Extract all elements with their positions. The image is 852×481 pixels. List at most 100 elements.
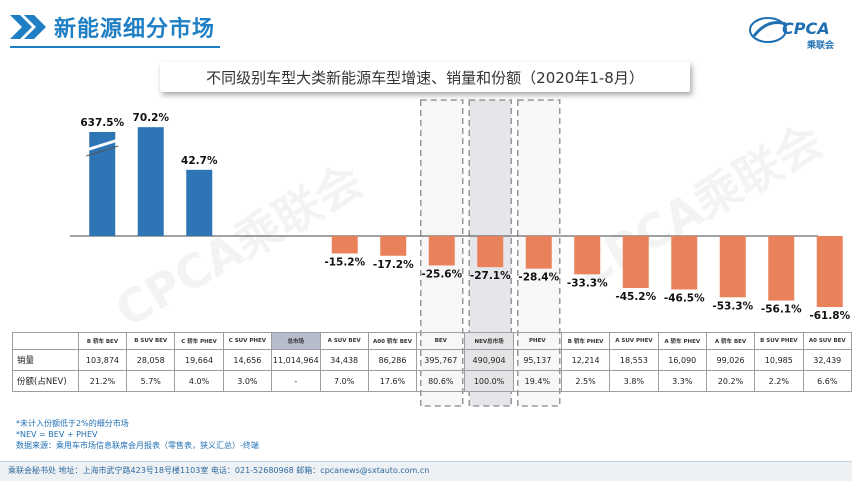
table-header-cell: A0 SUV BEV xyxy=(802,332,852,350)
bar-14 xyxy=(768,236,795,301)
table-header-cell: C SUV PHEV xyxy=(222,332,273,350)
table-cell: 80.6% xyxy=(416,370,466,392)
table-header-cell: B 轿车 BEV xyxy=(77,332,128,350)
table-cell: 11,014,964 xyxy=(271,349,321,371)
table-header-cell: B SUV PHEV xyxy=(754,332,804,350)
bar-9 xyxy=(525,236,552,269)
table-cell: 3.8% xyxy=(609,370,659,392)
bar-1 xyxy=(137,127,164,236)
bar-0 xyxy=(89,132,116,236)
table-header-cell: PHEV xyxy=(512,332,562,350)
bar-label-2: 42.7% xyxy=(181,155,218,167)
table-cell: 34,438 xyxy=(319,349,369,371)
table-row-label: 份额(占NEV) xyxy=(12,370,79,392)
bar-10 xyxy=(574,236,601,275)
table-header-cell: 总市场 xyxy=(271,332,321,350)
bar-11 xyxy=(622,236,649,288)
table-header-cell: BEV xyxy=(416,332,466,350)
bar-label-14: -56.1% xyxy=(761,304,802,316)
bar-label-0: 637.5% xyxy=(80,117,124,129)
table-row: 份额(占NEV) 21.2% 5.7% 4.0% 3.0% -7.0% 17.6% 80.6%… xyxy=(12,370,852,392)
table-cell: 18,553 xyxy=(609,349,659,371)
table-cell: 99,026 xyxy=(705,349,756,371)
table-cell: 28,058 xyxy=(126,349,176,371)
bar-label-12: -46.5% xyxy=(664,292,705,304)
table-cell: 19.4% xyxy=(512,370,562,392)
table-cell: 2.5% xyxy=(560,370,611,392)
table-cell: 5.7% xyxy=(126,370,176,392)
bar-label-6: -17.2% xyxy=(373,259,414,271)
table-header-cell: A SUV BEV xyxy=(319,332,369,350)
bar-2 xyxy=(186,169,213,236)
table-row-label: 销量 xyxy=(12,349,79,371)
double-chevron-icon xyxy=(10,15,46,39)
footnote: *NEV = BEV + PHEV xyxy=(16,430,98,439)
bar-label-8: -27.1% xyxy=(470,270,511,282)
table-cell: 490,904 xyxy=(464,349,514,371)
table-header-row: B 轿车 BEV B SUV BEV C 轿车 PHEV C SUV PHEV 总市场 A… xyxy=(12,332,852,350)
bar-label-10: -33.3% xyxy=(567,277,608,289)
cpca-logo: CPCA xyxy=(749,17,830,43)
table-cell: 3.0% xyxy=(222,370,273,392)
bar-8 xyxy=(477,236,504,268)
table-cell: 4.0% xyxy=(174,370,224,392)
axis-break-mark xyxy=(85,138,119,152)
bar-label-13: -53.3% xyxy=(712,300,753,312)
data-table: B 轿车 BEV B SUV BEV C 轿车 PHEV C SUV PHEV 总市场 A… xyxy=(12,332,852,392)
chart-subtitle: 不同级别车型大类新能源车型增速、销量和份额（2020年1-8月） xyxy=(206,68,644,87)
bar-12 xyxy=(671,236,698,290)
bar-6 xyxy=(380,236,407,256)
table-header-cell: A 轿车 PHEV xyxy=(657,332,707,350)
bar-13 xyxy=(719,236,746,298)
page-title: 新能源细分市场 xyxy=(54,17,216,42)
bar-label-9: -28.4% xyxy=(518,272,559,284)
bar-label-15: -61.8% xyxy=(809,310,850,322)
bar-label-11: -45.2% xyxy=(615,291,656,303)
footer-bar xyxy=(0,461,852,481)
table-cell: 395,767 xyxy=(416,349,466,371)
table-cell: 32,439 xyxy=(802,349,852,371)
table-cell: 100.0% xyxy=(464,370,514,392)
header: 新能源细分市场 xyxy=(8,10,215,44)
table-cell: 95,137 xyxy=(512,349,562,371)
logo-cn: 乘联会 xyxy=(806,41,834,51)
table-cell: 7.0% xyxy=(319,370,369,392)
table-cell: 6.6% xyxy=(802,370,852,392)
footnote: *未计入份额低于2%的细分市场 xyxy=(16,419,129,428)
table-header-cell: C 轿车 PHEV xyxy=(174,332,224,350)
bar-5 xyxy=(331,236,358,254)
table-header-cell: A SUV PHEV xyxy=(609,332,659,350)
axis-break-mark xyxy=(86,145,119,157)
table-cell: 21.2% xyxy=(77,370,128,392)
table-cell: 103,874 xyxy=(77,349,128,371)
title-underline xyxy=(10,46,220,48)
table-cell: 2.2% xyxy=(754,370,804,392)
bar-15 xyxy=(816,236,843,308)
table-cell: 10,985 xyxy=(754,349,804,371)
table-cell: 19,664 xyxy=(174,349,224,371)
bar-label-7: -25.6% xyxy=(421,268,462,280)
table-header-cell: NEV总市场 xyxy=(464,332,514,350)
bar-label-1: 70.2% xyxy=(133,112,170,124)
table-cell: 16,090 xyxy=(657,349,707,371)
table-header-cell: B SUV BEV xyxy=(126,332,176,350)
footnote: 数据来源：乘用车市场信息联席会月报表（零售表，狭义汇总）-终端 xyxy=(16,441,259,450)
footnotes: *未计入份额低于2%的细分市场 *NEV = BEV + PHEV 数据来源：乘… xyxy=(16,418,259,451)
logo-text: CPCA xyxy=(782,19,830,38)
table-corner xyxy=(12,332,79,350)
table-header-cell: A00 轿车 BEV xyxy=(367,332,418,350)
table-cell: 86,286 xyxy=(367,349,418,371)
subtitle-box: 不同级别车型大类新能源车型增速、销量和份额（2020年1-8月） xyxy=(160,62,690,92)
bar-label-5: -15.2% xyxy=(324,256,365,268)
bar-7 xyxy=(428,236,455,266)
table-cell: 12,214 xyxy=(560,349,611,371)
table-row: 销量 103,874 28,058 19,664 14,656 11,014,964 34,… xyxy=(12,349,852,371)
table-cell: 14,656 xyxy=(222,349,273,371)
footer-text: 乘联会秘书处 地址：上海市武宁路423号18号楼1103室 电话：021-526… xyxy=(8,466,430,475)
table-cell: 17.6% xyxy=(367,370,418,392)
table-header-cell: B 轿车 PHEV xyxy=(560,332,611,350)
table-cell: 20.2% xyxy=(705,370,756,392)
table-cell: - xyxy=(271,370,321,392)
table-cell: 3.3% xyxy=(657,370,707,392)
table-header-cell: A 轿车 BEV xyxy=(705,332,756,350)
